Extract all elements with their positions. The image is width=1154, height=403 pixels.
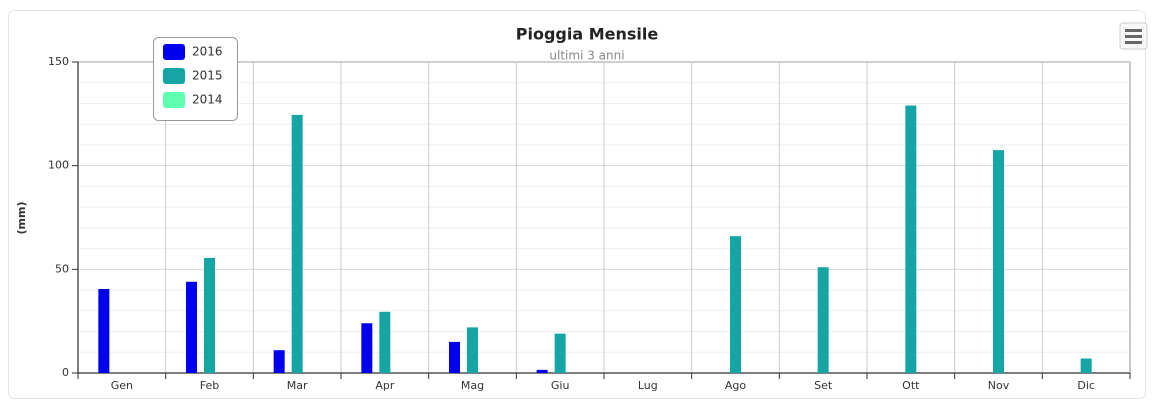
x-tick-label: Lug	[638, 379, 658, 392]
x-tick-label: Feb	[200, 379, 219, 392]
y-tick-label: 50	[55, 262, 69, 275]
x-tick-label: Apr	[375, 379, 395, 392]
x-tick-label: Mag	[461, 379, 484, 392]
menu-bar	[1125, 41, 1142, 44]
legend-swatch	[163, 68, 185, 84]
legend: 2016 2015 2014	[153, 37, 238, 121]
legend-label: 2015	[192, 69, 223, 83]
bar	[98, 289, 110, 373]
x-tick-label: Gen	[111, 379, 133, 392]
legend-swatch	[163, 92, 185, 108]
x-tick-label: Nov	[988, 379, 1010, 392]
bar	[993, 150, 1004, 373]
bar	[536, 369, 548, 373]
bar	[186, 281, 197, 373]
x-tick-label: Ago	[725, 379, 747, 392]
x-tick-label: Set	[814, 379, 833, 392]
bar	[1080, 358, 1092, 373]
x-tick-label: Giu	[551, 379, 570, 392]
menu-button[interactable]	[1119, 22, 1148, 50]
menu-bar	[1125, 35, 1142, 38]
menu-bar	[1125, 29, 1142, 32]
y-tick-label: 100	[48, 159, 69, 172]
bar	[905, 105, 917, 373]
legend-label: 2016	[192, 45, 223, 59]
bar	[730, 236, 741, 373]
y-tick-label: 0	[62, 366, 69, 379]
bar	[273, 350, 285, 373]
chart-title: Pioggia Mensile	[516, 25, 659, 44]
bar	[379, 311, 391, 373]
bar	[449, 341, 460, 373]
bar	[204, 257, 215, 373]
x-tick-label: Mar	[287, 379, 308, 392]
x-tick-label: Dic	[1077, 379, 1095, 392]
y-tick-label: 150	[48, 55, 69, 68]
bar	[817, 267, 829, 373]
bar	[361, 323, 373, 373]
y-axis-label: (mm)	[15, 202, 28, 235]
bar	[554, 333, 566, 373]
chart-subtitle: ultimi 3 anni	[549, 49, 624, 63]
legend-swatch	[163, 44, 185, 60]
x-tick-label: Ott	[902, 379, 920, 392]
legend-label: 2014	[192, 93, 223, 107]
bar	[467, 327, 478, 373]
bar	[291, 114, 303, 374]
